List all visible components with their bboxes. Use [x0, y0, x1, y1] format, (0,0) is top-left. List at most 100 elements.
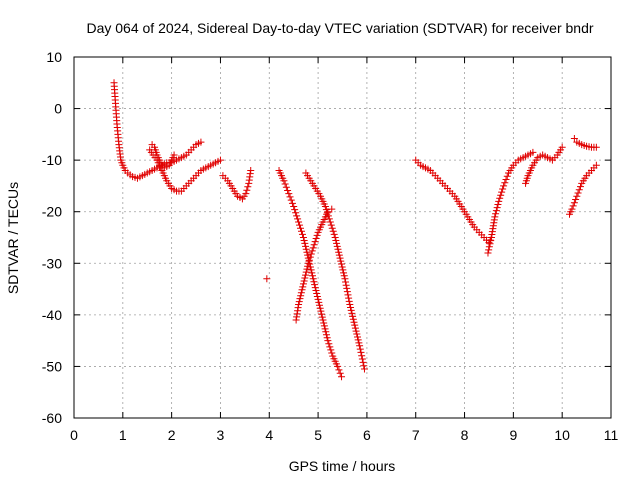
series-11: [566, 161, 600, 218]
data-point: [315, 298, 323, 306]
data-point: [495, 197, 503, 205]
data-point: [302, 245, 310, 253]
data-point: [310, 241, 318, 249]
data-point: [351, 321, 359, 329]
data-point: [307, 250, 315, 258]
x-tick-label: 6: [363, 427, 371, 443]
data-point: [290, 203, 298, 211]
x-tick-label: 5: [314, 427, 322, 443]
data-point: [293, 212, 301, 220]
series-8: [412, 156, 495, 247]
data-point: [569, 202, 577, 210]
data-point: [334, 362, 342, 370]
data-point: [326, 343, 334, 351]
data-point: [358, 355, 366, 363]
data-point: [312, 287, 320, 295]
data-point: [321, 203, 329, 211]
data-point: [486, 240, 494, 248]
data-point: [529, 148, 537, 156]
series-5: [275, 166, 346, 381]
data-point: [344, 291, 352, 299]
x-tick-label: 4: [265, 427, 273, 443]
data-point: [302, 268, 310, 276]
data-point: [576, 183, 584, 191]
data-point: [328, 224, 336, 232]
data-point: [328, 205, 336, 213]
data-point: [334, 245, 342, 253]
data-point: [356, 345, 364, 353]
data-point: [347, 303, 355, 311]
data-point: [305, 256, 313, 264]
tick-labels: 0 1 2 3 4 5 6 7 8 9 10 11 10 0 -10 -20 -30 -40 -50 -60: [42, 49, 619, 443]
data-point: [568, 205, 576, 213]
data-point: [330, 230, 338, 238]
data-point: [499, 185, 507, 193]
data-point: [297, 224, 305, 232]
data-point: [347, 306, 355, 314]
data-point: [314, 295, 322, 303]
data-point: [345, 294, 353, 302]
data-point: [323, 209, 331, 217]
data-point: [295, 298, 303, 306]
data-point: [247, 166, 255, 174]
data-point: [299, 283, 307, 291]
series-4: [263, 275, 271, 283]
data-point: [297, 227, 305, 235]
data-point: [327, 221, 335, 229]
data-point: [318, 310, 326, 318]
data-point: [325, 340, 333, 348]
data-point: [320, 322, 328, 330]
data-point: [492, 207, 500, 215]
data-point: [311, 238, 319, 246]
data-point: [298, 286, 306, 294]
x-tick-label: 7: [412, 427, 420, 443]
data-point: [313, 292, 321, 300]
data-point: [573, 192, 581, 200]
x-tick-label: 3: [217, 427, 225, 443]
data-point: [336, 254, 344, 262]
data-point: [342, 278, 350, 286]
data-point: [350, 318, 358, 326]
data-point: [340, 272, 348, 280]
grid-lines: [74, 57, 611, 418]
data-point: [308, 247, 316, 255]
data-point: [170, 151, 178, 159]
data-point: [318, 313, 326, 321]
data-point: [558, 143, 566, 151]
data-point: [313, 231, 321, 239]
series-7: [302, 169, 368, 373]
data-point: [291, 206, 299, 214]
data-point: [324, 212, 332, 220]
data-point: [355, 339, 363, 347]
data-point: [570, 199, 578, 207]
data-point: [301, 274, 309, 282]
data-point: [312, 235, 320, 243]
data-point: [346, 301, 354, 309]
data-point: [331, 234, 339, 241]
data-points: [110, 79, 600, 381]
data-point: [575, 186, 583, 194]
data-point: [353, 330, 361, 338]
data-point: [315, 301, 323, 309]
y-tick-label: -60: [42, 410, 62, 426]
series-10: [522, 143, 566, 187]
data-point: [493, 204, 501, 212]
data-point: [244, 183, 252, 191]
data-point: [297, 289, 305, 297]
data-point: [487, 237, 495, 245]
plot-frame: [73, 56, 612, 419]
x-tick-label: 1: [119, 427, 127, 443]
data-point: [303, 248, 311, 256]
data-point: [302, 271, 310, 279]
data-point: [592, 143, 600, 151]
data-point: [263, 275, 271, 283]
data-point: [327, 346, 335, 354]
data-point: [360, 362, 368, 370]
data-point: [287, 196, 295, 204]
data-point: [309, 272, 317, 280]
data-point: [295, 218, 303, 226]
x-tick-label: 10: [554, 427, 570, 443]
data-point: [297, 292, 305, 300]
data-point: [242, 190, 250, 198]
data-point: [284, 186, 292, 194]
